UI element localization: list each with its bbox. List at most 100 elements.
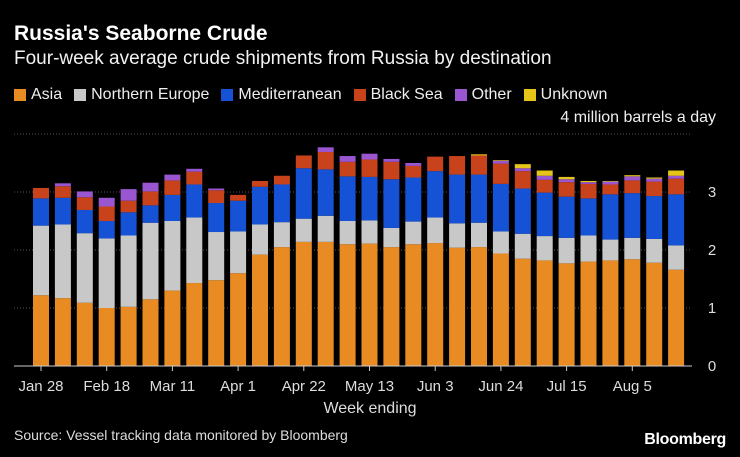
bar-segment <box>164 194 181 221</box>
bar-segment <box>252 224 268 255</box>
bar-segment <box>339 221 356 245</box>
bar-segment <box>668 194 685 246</box>
bar-segment <box>602 194 619 240</box>
bar-segment <box>580 235 597 262</box>
x-tick-label: May 13 <box>345 378 394 395</box>
bar-segment <box>405 177 422 222</box>
bar-segment <box>230 200 247 232</box>
bar-segment <box>33 187 49 199</box>
bar-segment <box>624 176 641 181</box>
bar-segment <box>230 194 247 201</box>
bar-segment <box>471 222 487 248</box>
bar-segment <box>120 189 137 201</box>
legend-swatch <box>523 89 536 101</box>
bar-segment <box>33 295 49 366</box>
legend-label: Northern Europe <box>91 86 210 103</box>
x-tick-label: Jun 24 <box>478 378 523 395</box>
bar-segment <box>54 224 71 299</box>
bar-segment <box>120 212 137 236</box>
bar-segment <box>492 163 509 184</box>
bar-segment <box>514 164 531 169</box>
bar-segment <box>471 155 487 175</box>
bar-segment <box>317 215 334 242</box>
bar-segment <box>558 182 575 197</box>
x-tick-label: Jan 28 <box>18 378 63 395</box>
bar-segment <box>142 222 159 300</box>
bar-segment <box>208 203 225 233</box>
bar-segment <box>580 261 597 366</box>
bar-segment <box>449 174 466 224</box>
legend-label: Asia <box>31 86 63 103</box>
bar-segment <box>536 192 553 237</box>
bar-segment <box>230 231 247 274</box>
bar-segment <box>186 283 203 366</box>
bar-segment <box>120 306 137 366</box>
bar-segment <box>98 238 115 308</box>
legend-swatch <box>221 89 234 101</box>
bar-segment <box>492 160 509 161</box>
bar-segment <box>339 176 356 221</box>
bar-segment <box>558 176 575 180</box>
bar-segment <box>624 175 641 177</box>
bar-segment <box>492 160 509 164</box>
bar-segment <box>602 184 619 195</box>
bar-segment <box>361 159 378 177</box>
bar-segment <box>164 174 181 181</box>
legend-label: Unknown <box>540 86 608 103</box>
bar-segment <box>558 179 575 183</box>
bar-segment <box>646 181 663 197</box>
bar-segment <box>273 222 290 248</box>
bar-segment <box>646 262 663 366</box>
bar-segment <box>602 181 619 185</box>
bar-segment <box>33 198 49 226</box>
bar-segment <box>580 183 597 199</box>
bar-segment <box>76 191 93 198</box>
legend-item: Mediterranean <box>221 86 342 104</box>
bar-segment <box>295 168 312 219</box>
bar-segment <box>514 171 531 189</box>
bar-segment <box>668 178 685 195</box>
bar-segment <box>383 247 400 366</box>
bar-segment <box>186 184 203 218</box>
bar-segment <box>668 175 685 179</box>
bar-segment <box>536 175 553 180</box>
x-tick-label: Jul 15 <box>547 378 587 395</box>
legend-item: Other <box>454 86 512 104</box>
x-axis-title: Week ending <box>323 400 417 417</box>
bar-segment <box>164 290 181 366</box>
bar-segment <box>252 180 268 187</box>
bar-segment <box>558 237 575 264</box>
bar-segment <box>361 220 378 244</box>
x-tick-label: Mar 11 <box>150 378 196 395</box>
bar-segment <box>98 206 115 221</box>
legend-swatch <box>353 89 366 101</box>
bar-segment <box>536 260 553 366</box>
bar-segment <box>142 205 159 223</box>
legend-swatch <box>454 89 467 101</box>
bar-segment <box>98 221 115 239</box>
bar-segment <box>492 253 509 366</box>
bar-segment <box>514 258 531 366</box>
bar-segment <box>624 259 641 366</box>
bar-segment <box>120 200 137 213</box>
bar-segment <box>186 171 203 185</box>
bar-segment <box>427 156 444 172</box>
bar-segment <box>514 188 531 234</box>
bar-segment <box>120 235 137 307</box>
bar-segment <box>273 175 290 185</box>
bar-segment <box>54 186 71 198</box>
bar-segment <box>252 254 268 366</box>
bar-segment <box>76 302 93 366</box>
bar-segment <box>405 165 422 178</box>
bar-segment <box>405 163 422 166</box>
x-tick-label: Apr 1 <box>220 378 256 395</box>
bar-segment <box>449 223 466 248</box>
chart-title: Russia's Seaborne Crude <box>14 22 268 45</box>
bar-segment <box>449 156 466 175</box>
chart-subtitle: Four-week average crude shipments from R… <box>14 48 552 69</box>
bar-segment <box>492 231 509 254</box>
legend-item: Northern Europe <box>74 86 209 104</box>
bar-segment <box>427 171 444 218</box>
y-tick-label: 3 <box>708 184 716 201</box>
x-tick-label: Feb 18 <box>83 378 130 395</box>
